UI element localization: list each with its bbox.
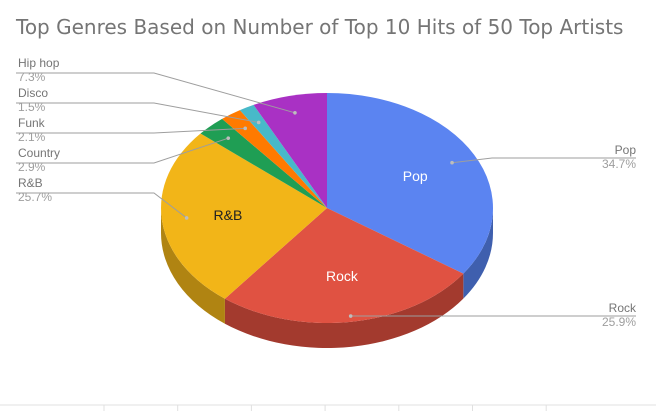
legend-value-pop: 34.7%: [602, 157, 636, 171]
legend-value-country: 2.9%: [18, 160, 46, 174]
legend-label-r-b: R&B: [18, 176, 43, 190]
legend-value-funk: 2.1%: [18, 130, 46, 144]
legend-label-country: Country: [18, 146, 60, 160]
legend-label-disco: Disco: [18, 86, 48, 100]
legend-label-pop: Pop: [615, 143, 637, 157]
legend-value-r-b: 25.7%: [18, 190, 52, 204]
pie-slice-r-b: [161, 133, 327, 299]
pie-side-rock: [224, 273, 464, 348]
leader-dot-country: [226, 136, 231, 140]
leader-line-r-b: [16, 192, 187, 219]
inner-label-r-b: R&B: [214, 207, 243, 223]
pie-slice-country: [200, 118, 327, 208]
legend-value-rock: 25.9%: [602, 315, 636, 329]
leader-dot-r-b: [184, 216, 189, 220]
pie-slice-disco: [239, 104, 327, 208]
leader-dot-disco: [256, 120, 261, 125]
leader-line-funk: [16, 127, 246, 134]
pie-slice-rock: [224, 208, 464, 323]
leader-line-pop: [451, 157, 636, 164]
leader-line-hip-hop: [16, 72, 296, 114]
leader-dot-hip-hop: [293, 111, 297, 115]
legend-value-hip-hop: 7.3%: [18, 70, 46, 84]
legend-label-funk: Funk: [18, 116, 46, 130]
pie-side-pop: [463, 208, 493, 299]
leader-dot-funk: [243, 126, 248, 131]
pie-slice-funk: [222, 110, 327, 208]
leader-line-disco: [16, 102, 259, 123]
leader-line-country: [16, 137, 229, 164]
leader-dot-rock: [348, 314, 353, 318]
inner-label-rock: Rock: [326, 268, 359, 284]
legend-label-rock: Rock: [609, 301, 637, 315]
chart-title: Top Genres Based on Number of Top 10 Hit…: [16, 15, 624, 39]
legend-label-hip-hop: Hip hop: [18, 56, 60, 70]
leader-dot-pop: [450, 160, 454, 165]
pie-side-r-b: [161, 208, 225, 324]
legend-value-disco: 1.5%: [18, 100, 46, 114]
pie-slice-pop: [327, 93, 493, 274]
pie-slice-hip-hop: [253, 93, 327, 208]
inner-label-pop: Pop: [403, 168, 428, 184]
